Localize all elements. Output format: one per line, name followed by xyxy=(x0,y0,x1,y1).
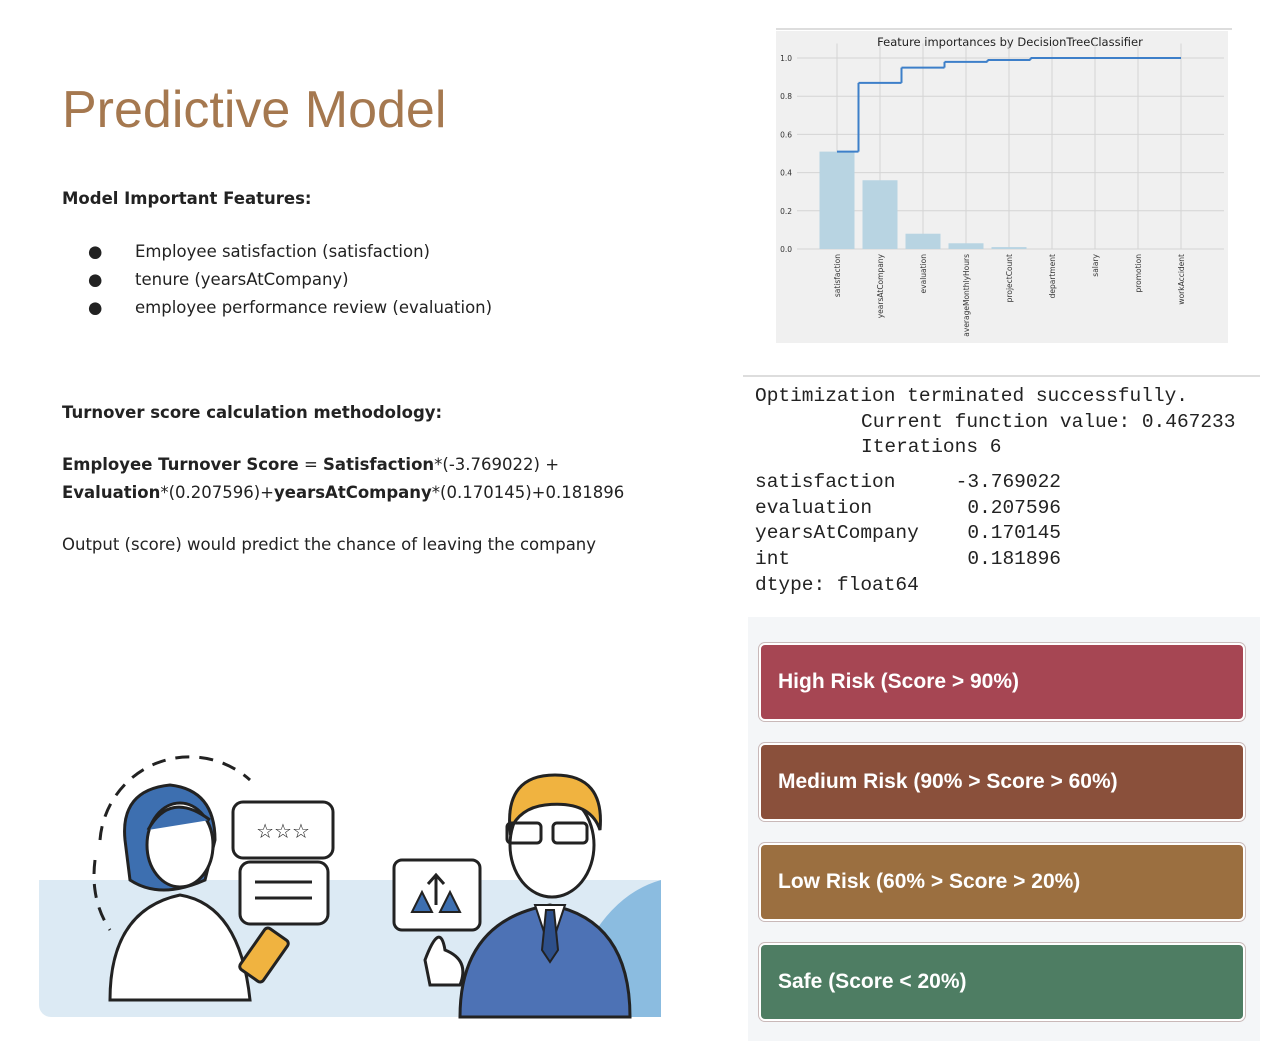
risk-level: Safe (Score < 20%) xyxy=(761,945,1243,1019)
chart-title: Feature importances by DecisionTreeClass… xyxy=(877,35,1143,49)
console-line: Current function value: 0.467233 xyxy=(861,410,1236,433)
features-heading: Model Important Features: xyxy=(62,189,312,208)
formula-part: *(0.170145)+0.181896 xyxy=(431,483,625,502)
y-tick-label: 0.8 xyxy=(780,92,792,101)
risk-level: Medium Risk (90% > Score > 60%) xyxy=(761,745,1243,819)
bullet: ● xyxy=(88,242,103,261)
formula-line: Employee Turnover Score = Satisfaction*(… xyxy=(62,455,559,474)
risk-level: Low Risk (60% > Score > 20%) xyxy=(761,845,1243,919)
feature-item: Employee satisfaction (satisfaction) xyxy=(135,242,430,261)
x-tick-label: satisfaction xyxy=(833,254,842,297)
y-tick-label: 0.0 xyxy=(780,245,792,254)
formula-part: Employee Turnover Score xyxy=(62,455,299,474)
bar xyxy=(991,247,1027,249)
chart: Feature importances by DecisionTreeClass… xyxy=(780,35,1224,337)
formula-part: Satisfaction xyxy=(323,455,435,474)
coef-name: satisfaction xyxy=(755,471,896,493)
x-tick-label: averageMonthlyHours xyxy=(962,254,971,337)
bullet: ● xyxy=(88,298,103,317)
coef-name: evaluation xyxy=(755,496,873,519)
x-tick-label: projectCount xyxy=(1005,254,1014,302)
feature-item: employee performance review (evaluation) xyxy=(135,298,493,317)
x-tick-label: yearsAtCompany xyxy=(876,253,885,318)
console-line: Iterations 6 xyxy=(861,436,1002,458)
x-tick-label: evaluation xyxy=(919,254,928,294)
bullet: ● xyxy=(88,270,103,289)
x-tick-label: department xyxy=(1048,254,1057,298)
formula-part: yearsAtCompany xyxy=(274,483,432,502)
formula-line: Evaluation*(0.207596)+yearsAtCompany*(0.… xyxy=(62,483,624,502)
svg-text:☆☆☆: ☆☆☆ xyxy=(256,819,310,843)
coef-name: yearsAtCompany xyxy=(755,522,919,545)
formula-part: *(0.207596)+ xyxy=(160,483,275,502)
bar xyxy=(948,243,984,249)
coef-value: 0.170145 xyxy=(967,522,1061,545)
note: Output (score) would predict the chance … xyxy=(62,535,597,554)
feature-item: tenure (yearsAtCompany) xyxy=(135,270,349,289)
coef-value: 0.181896 xyxy=(967,548,1061,571)
bar xyxy=(862,180,898,249)
x-tick-label: promotion xyxy=(1134,254,1143,293)
console-line: Optimization terminated successfully. xyxy=(755,385,1188,407)
slide-title: Predictive Model xyxy=(62,81,447,139)
console-line: dtype: float64 xyxy=(755,573,919,596)
methodology-heading: Turnover score calculation methodology: xyxy=(62,403,443,422)
formula-part: *(-3.769022) + xyxy=(434,455,560,474)
y-tick-label: 0.4 xyxy=(780,169,792,178)
x-tick-label: workAccident xyxy=(1177,254,1186,305)
coef-name: int xyxy=(755,548,791,571)
illustration: ☆☆☆ xyxy=(39,755,661,1019)
formula-part: = xyxy=(298,455,324,474)
coef-value: 0.207596 xyxy=(967,496,1061,519)
bar xyxy=(905,233,941,249)
formula-part: Evaluation xyxy=(62,483,161,502)
x-tick-label: salary xyxy=(1091,253,1100,276)
bar xyxy=(819,151,855,249)
y-tick-label: 0.2 xyxy=(780,207,792,216)
y-tick-label: 1.0 xyxy=(780,54,792,63)
risk-level: High Risk (Score > 90%) xyxy=(761,645,1243,719)
coef-value: -3.769022 xyxy=(955,471,1061,493)
y-tick-label: 0.6 xyxy=(780,130,792,139)
